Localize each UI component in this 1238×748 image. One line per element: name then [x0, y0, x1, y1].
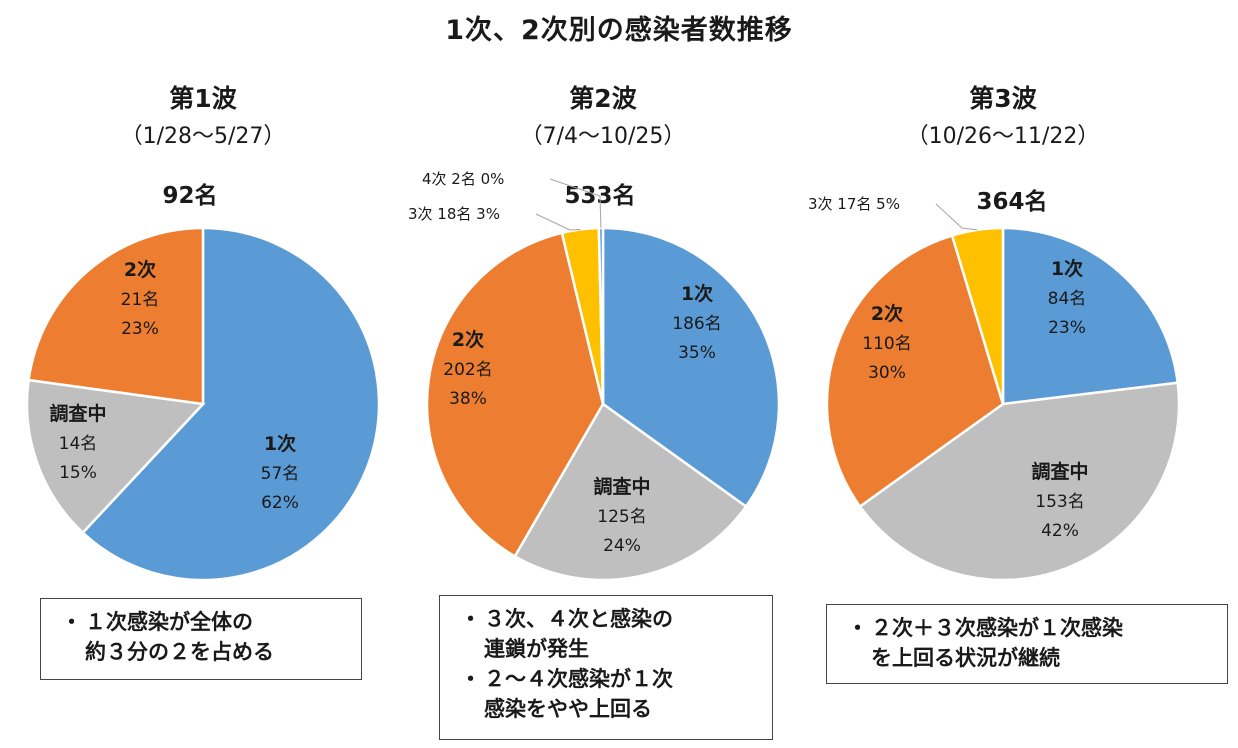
- note-bullet: ・: [61, 610, 82, 634]
- note-line: １次感染が全体の: [85, 610, 253, 634]
- wave3-note: ・ ２次＋３次感染が１次感染 を上回る状況が継続: [826, 604, 1228, 684]
- slice-label-percent: 38%: [449, 389, 487, 409]
- pie-slice: [1001, 226, 1180, 406]
- wave2-period: （7/4～10/25）: [520, 124, 686, 149]
- note-item: 感染をやや上回る: [460, 694, 762, 724]
- slice-label-name: 1次: [264, 432, 296, 455]
- note-line: 約３分の２を占める: [85, 640, 274, 664]
- note-item: を上回る状況が継続: [847, 643, 1217, 673]
- slice-label-count: 202名: [443, 360, 492, 380]
- wave1-note: ・ １次感染が全体の 約３分の２を占める: [40, 598, 362, 680]
- wave1-total: 92名: [162, 183, 218, 209]
- pie-slice: [513, 402, 748, 582]
- slice-label-name: 2次: [124, 258, 156, 281]
- leader-line: [535, 213, 581, 231]
- slice-label-outside: 3次 17名 5%: [808, 195, 900, 213]
- slice-label-count: 57名: [261, 464, 300, 484]
- note-bullet: ・: [460, 607, 481, 631]
- note-line: ２～４次感染が１次: [484, 667, 673, 691]
- note-item: 連鎖が発生: [460, 634, 762, 664]
- slice-label-name: 2次: [871, 302, 903, 325]
- slice-label-percent: 30%: [868, 363, 906, 383]
- slice-label-percent: 24%: [603, 536, 641, 556]
- pie-slice: [25, 378, 206, 535]
- slice-label-name: 調査中: [593, 475, 650, 498]
- wave2-title: 第2波: [569, 84, 637, 113]
- wave1-period: （1/28～5/27）: [120, 124, 286, 149]
- slice-label-count: 186名: [672, 314, 721, 334]
- note-bullet: ・: [847, 616, 868, 640]
- slice-label-name: 1次: [1051, 257, 1083, 280]
- note-item: 約３分の２を占める: [61, 637, 351, 667]
- slice-label-count: 21名: [121, 290, 160, 310]
- wave2-pie: 1次 186名 35% 調査中 125名 24% 2次 202名 38% 3次 18名 3% 4次 …: [408, 170, 781, 582]
- wave1-title: 第1波: [169, 84, 237, 113]
- wave3-title: 第3波: [969, 84, 1037, 113]
- note-item: ・ ３次、４次と感染の: [460, 604, 762, 634]
- slice-label-percent: 15%: [59, 463, 97, 483]
- note-line: 感染をやや上回る: [484, 697, 652, 721]
- wave3-total: 364名: [976, 189, 1048, 215]
- slice-label-count: 110名: [862, 334, 911, 354]
- slice-label-percent: 42%: [1041, 521, 1079, 541]
- leader-line: [935, 203, 978, 231]
- note-item: ・ ２次＋３次感染が１次感染: [847, 613, 1217, 643]
- pie-slice: [825, 233, 1005, 509]
- wave1-pie: 1次 57名 62% 調査中 14名 15% 2次 21名 23%: [25, 226, 381, 582]
- pie-slice: [425, 231, 605, 559]
- leader-line: [549, 178, 602, 229]
- pie-slice: [858, 381, 1181, 582]
- slice-label-count: 153名: [1035, 492, 1084, 512]
- slice-label-count: 84名: [1048, 289, 1087, 309]
- wave2-header: 第2波 （7/4～10/25）: [453, 82, 753, 154]
- pie-slice: [601, 226, 781, 509]
- slice-label-percent: 35%: [678, 343, 716, 363]
- note-item: ・ １次感染が全体の: [61, 607, 351, 637]
- slice-label-outside: 4次 2名 0%: [422, 170, 504, 188]
- wave2-note: ・ ３次、４次と感染の 連鎖が発生 ・ ２～４次感染が１次 感染をやや上回る: [439, 595, 773, 740]
- slice-label-name: 2次: [452, 328, 484, 351]
- pie-slice: [597, 226, 605, 405]
- slice-label-percent: 62%: [261, 493, 299, 513]
- pie-slice: [27, 226, 205, 406]
- slice-label-name: 調査中: [1031, 460, 1088, 483]
- note-item: ・ ２～４次感染が１次: [460, 664, 762, 694]
- wave3-pie: 1次 84名 23% 調査中 153名 42% 2次 110名 30% 3次 17名 5%: [808, 195, 1181, 582]
- note-line: 連鎖が発生: [484, 637, 589, 661]
- slice-label-name: 1次: [681, 282, 713, 305]
- wave3-period: （10/26～11/22）: [906, 124, 1100, 149]
- note-line: を上回る状況が継続: [871, 646, 1060, 670]
- slice-label-count: 125名: [597, 507, 646, 527]
- note-line: ２次＋３次感染が１次感染: [871, 616, 1123, 640]
- slice-label-percent: 23%: [121, 319, 159, 339]
- note-bullet: ・: [460, 667, 481, 691]
- wave1-header: 第1波 （1/28～5/27）: [53, 82, 353, 154]
- slice-label-count: 14名: [59, 434, 98, 454]
- slice-label-percent: 23%: [1048, 318, 1086, 338]
- pie-slice: [81, 226, 381, 582]
- note-line: ３次、４次と感染の: [484, 607, 673, 631]
- wave3-header: 第3波 （10/26～11/22）: [853, 82, 1153, 154]
- page-title: 1次、2次別の感染者数推移: [445, 15, 793, 46]
- slice-label-outside: 3次 18名 3%: [408, 205, 500, 223]
- slice-label-name: 調査中: [49, 402, 106, 425]
